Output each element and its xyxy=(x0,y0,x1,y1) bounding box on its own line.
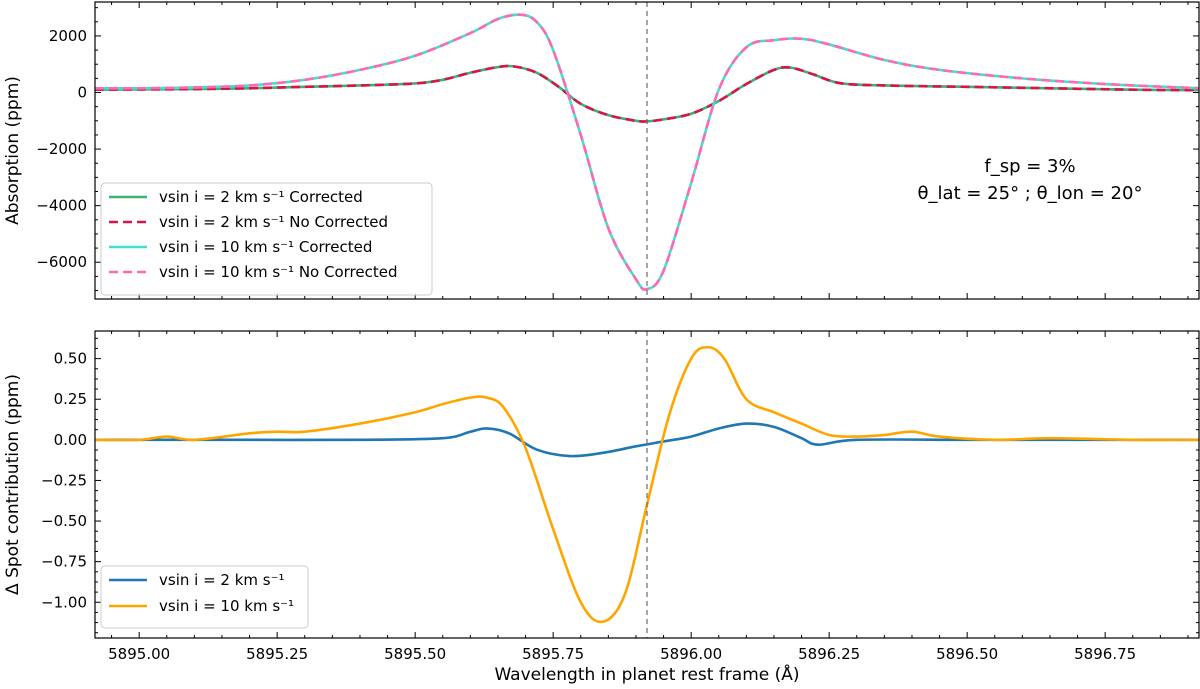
y-tick-label: −0.25 xyxy=(41,471,87,489)
legend-box xyxy=(100,182,433,296)
series-line-3 xyxy=(95,13,1199,291)
legend-label: vsin i = 2 km s⁻¹ No Corrected xyxy=(159,213,388,231)
x-tick-label: 5895.00 xyxy=(108,645,170,663)
series-line-1 xyxy=(95,345,1199,624)
y-tick-label: 2000 xyxy=(49,27,87,45)
x-tick-label: 5896.50 xyxy=(936,645,998,663)
y-tick-label: 0.00 xyxy=(54,431,87,449)
y-tick-label: −1.00 xyxy=(41,593,87,611)
x-tick-label: 5895.25 xyxy=(246,645,308,663)
legend-box xyxy=(100,565,309,629)
annotation-spot-position: θ_lat = 25° ; θ_lon = 20° xyxy=(918,183,1143,204)
x-tick-label: 5895.75 xyxy=(522,645,584,663)
x-tick-label: 5895.50 xyxy=(384,645,446,663)
legend: vsin i = 2 km s⁻¹ Corrected vsin i = 2 km… xyxy=(100,182,433,296)
series-line-0 xyxy=(95,422,1199,458)
y-axis-label: Δ Spot contribution (ppm) xyxy=(3,374,23,595)
y-tick-label: −2000 xyxy=(36,140,87,158)
legend: vsin i = 2 km s⁻¹ vsin i = 10 km s⁻¹ xyxy=(100,565,309,629)
absorption-panel: 2000 0 −2000 −4000 −6000 Absorption (ppm) vsin… xyxy=(3,1,1200,300)
plot-frame xyxy=(94,1,1200,300)
y-axis-label: Absorption (ppm) xyxy=(3,76,23,225)
plot-frame xyxy=(94,330,1200,639)
spot-contribution-panel: 0.50 0.25 0.00 −0.25 −0.50 −0.75 −1.00 5895.00 5… xyxy=(3,330,1200,685)
x-tick-label: 5896.75 xyxy=(1074,645,1136,663)
x-axis-label: Wavelength in planet rest frame (Å) xyxy=(494,663,799,685)
series-line-0 xyxy=(95,64,1199,123)
x-tick-label: 5896.00 xyxy=(660,645,722,663)
y-tick-label: −6000 xyxy=(36,253,87,271)
y-tick-label: 0.50 xyxy=(54,350,87,368)
legend-label: vsin i = 10 km s⁻¹ Corrected xyxy=(159,238,372,256)
annotation-spot-fraction: f_sp = 3% xyxy=(984,156,1075,177)
y-tick-label: −0.50 xyxy=(41,512,87,530)
y-tick-label: −4000 xyxy=(36,197,87,215)
legend-label: vsin i = 2 km s⁻¹ Corrected xyxy=(159,188,363,206)
legend-label: vsin i = 10 km s⁻¹ xyxy=(159,597,294,615)
y-tick-label: −0.75 xyxy=(41,553,87,571)
legend-label: vsin i = 2 km s⁻¹ xyxy=(159,571,285,589)
legend-label: vsin i = 10 km s⁻¹ No Corrected xyxy=(159,263,398,281)
x-tick-label: 5896.25 xyxy=(798,645,860,663)
y-tick-label: 0.25 xyxy=(54,390,87,408)
y-tick-label: 0 xyxy=(77,84,87,102)
